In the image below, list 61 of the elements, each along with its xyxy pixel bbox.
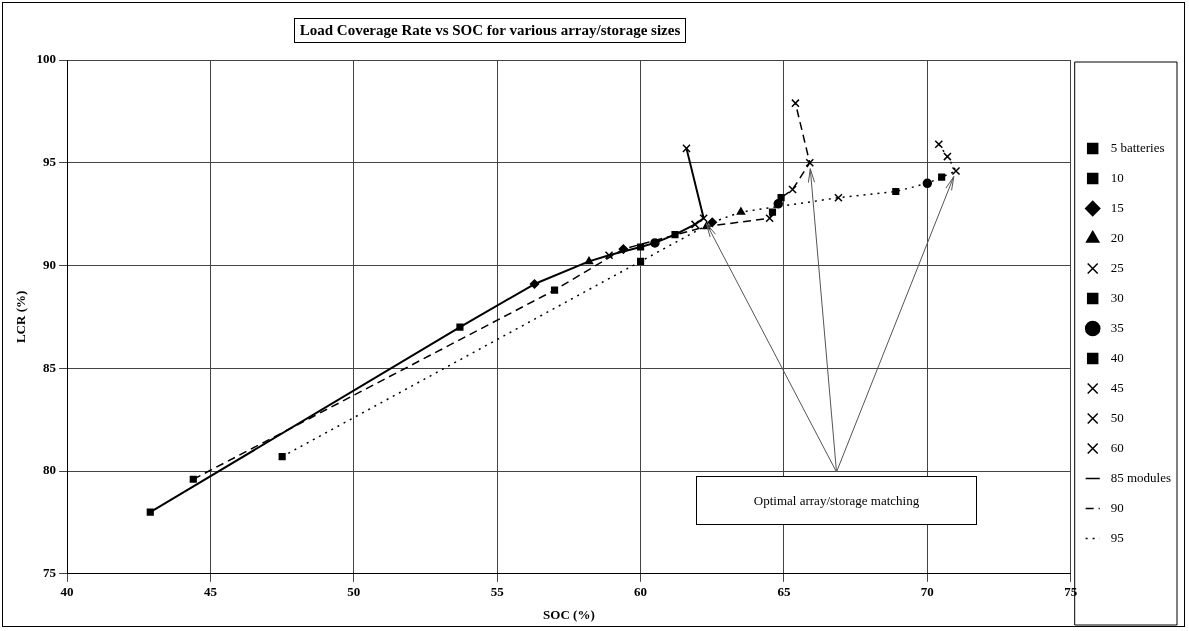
legend-label: 35 bbox=[1104, 319, 1124, 335]
point bbox=[699, 213, 708, 223]
point bbox=[768, 208, 777, 216]
point bbox=[943, 152, 952, 161]
point bbox=[765, 213, 774, 223]
y-tick-label: 85 bbox=[43, 359, 57, 375]
y-axis-title: LCR (%) bbox=[13, 290, 29, 344]
legend-label: 20 bbox=[1104, 229, 1124, 245]
point bbox=[938, 173, 946, 181]
x-tick-label: 40 bbox=[60, 583, 74, 599]
point bbox=[637, 243, 645, 251]
point bbox=[671, 231, 679, 239]
point bbox=[690, 220, 700, 229]
point bbox=[736, 207, 746, 215]
x-tick-label: 45 bbox=[203, 583, 218, 599]
point bbox=[791, 98, 800, 108]
x-tick-label: 70 bbox=[920, 583, 934, 599]
point bbox=[637, 257, 645, 265]
x-tick-label: 60 bbox=[634, 583, 648, 599]
point bbox=[278, 453, 286, 461]
point bbox=[550, 286, 559, 294]
point bbox=[189, 475, 197, 483]
legend-label: 50 bbox=[1104, 409, 1124, 425]
legend-label: 90 bbox=[1104, 499, 1124, 515]
point bbox=[892, 187, 900, 196]
y-tick-label: 80 bbox=[43, 462, 57, 478]
legend-label: 45 bbox=[1104, 379, 1124, 395]
y-tick-label: 100 bbox=[36, 51, 57, 67]
x-tick-label: 65 bbox=[777, 583, 791, 599]
point bbox=[456, 323, 464, 331]
point bbox=[707, 217, 718, 228]
point bbox=[805, 158, 815, 168]
x-axis-title: SOC (%) bbox=[543, 606, 595, 622]
point bbox=[834, 193, 843, 202]
x-tick-label: 55 bbox=[490, 583, 505, 599]
legend-label: 15 bbox=[1104, 199, 1124, 215]
chart-title: Load Coverage Rate vs SOC for various array/storage sizes bbox=[293, 18, 687, 43]
legend-label: 40 bbox=[1104, 349, 1124, 365]
y-tick-label: 75 bbox=[43, 565, 57, 581]
y-tick-label: 95 bbox=[43, 154, 57, 170]
legend-label: 85 modules bbox=[1104, 469, 1172, 485]
x-tick-label: 50 bbox=[347, 583, 361, 599]
point bbox=[682, 144, 691, 153]
y-tick-label: 90 bbox=[43, 256, 57, 272]
point bbox=[604, 250, 614, 260]
legend-label: 60 bbox=[1104, 439, 1124, 455]
point bbox=[934, 139, 944, 149]
point bbox=[788, 185, 797, 194]
legend-label: 95 bbox=[1104, 529, 1124, 545]
legend-label: 30 bbox=[1104, 289, 1124, 305]
point bbox=[773, 199, 783, 209]
point bbox=[951, 166, 961, 176]
point bbox=[922, 178, 933, 189]
legend-label: 5 batteries bbox=[1104, 139, 1165, 155]
point bbox=[618, 244, 629, 254]
point bbox=[146, 508, 154, 516]
point bbox=[584, 256, 594, 265]
legend-label: 25 bbox=[1104, 259, 1124, 275]
point bbox=[650, 238, 660, 248]
legend-label: 10 bbox=[1104, 169, 1124, 185]
point bbox=[529, 279, 540, 289]
